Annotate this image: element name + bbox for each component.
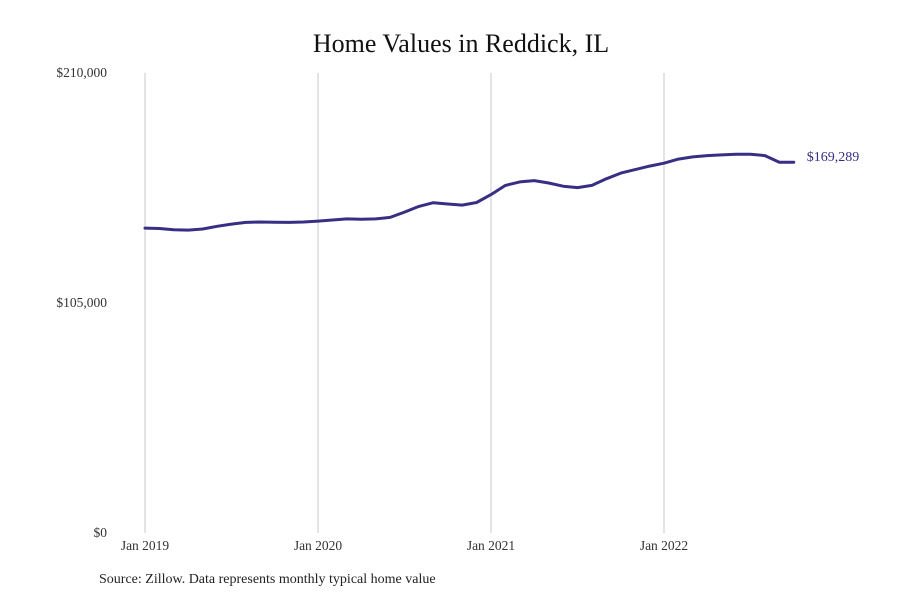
chart-title: Home Values in Reddick, IL (313, 29, 609, 58)
x-tick-label: Jan 2021 (467, 538, 515, 553)
x-tick-labels: Jan 2019 Jan 2020 Jan 2021 Jan 2022 (121, 538, 688, 553)
source-note: Source: Zillow. Data represents monthly … (99, 572, 436, 587)
x-gridlines (144, 73, 665, 533)
series-layer (143, 152, 796, 232)
y-tick-labels: $210,000 $105,000 $0 (56, 65, 107, 540)
x-tick-label: Jan 2019 (121, 538, 170, 553)
series-line (143, 152, 796, 232)
y-tick-label: $210,000 (56, 65, 107, 80)
x-tick-label: Jan 2020 (294, 538, 343, 553)
last-value-label: $169,289 (807, 150, 860, 165)
y-tick-label: $105,000 (56, 295, 107, 310)
x-tick-label: Jan 2022 (640, 538, 688, 553)
y-tick-label: $0 (94, 525, 108, 540)
